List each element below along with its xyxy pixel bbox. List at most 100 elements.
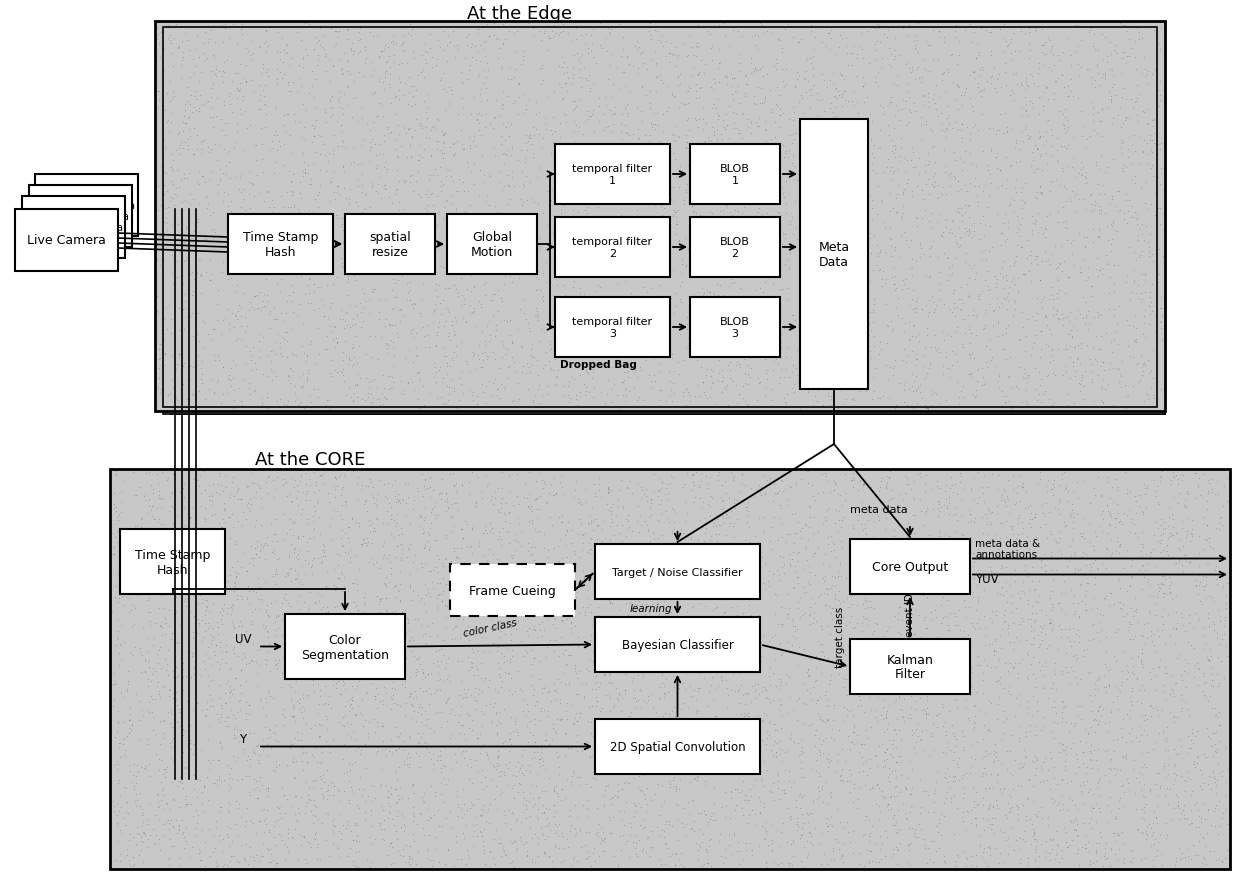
Point — [399, 543, 419, 557]
Point — [205, 574, 224, 588]
Point — [523, 623, 543, 637]
Point — [660, 364, 680, 378]
Point — [521, 638, 541, 652]
Point — [413, 64, 433, 78]
Point — [120, 702, 140, 716]
Point — [1112, 90, 1132, 104]
Point — [472, 574, 492, 588]
Point — [1045, 239, 1065, 253]
Point — [704, 288, 724, 302]
Point — [353, 596, 373, 610]
Point — [868, 22, 888, 36]
Point — [472, 491, 492, 505]
Point — [806, 139, 826, 153]
Point — [928, 708, 947, 722]
Point — [281, 176, 301, 190]
Point — [564, 373, 584, 387]
Point — [663, 565, 683, 579]
Point — [224, 384, 244, 398]
Point — [326, 504, 346, 518]
Point — [600, 632, 620, 646]
Point — [232, 652, 252, 667]
Point — [656, 182, 676, 196]
Point — [1050, 313, 1070, 327]
Point — [552, 615, 572, 629]
Point — [770, 697, 790, 711]
Point — [828, 835, 848, 849]
Point — [992, 581, 1012, 595]
Point — [739, 156, 759, 170]
Point — [533, 828, 553, 842]
Point — [376, 391, 396, 405]
Point — [770, 735, 790, 749]
Point — [551, 556, 570, 570]
Point — [852, 160, 872, 174]
Point — [1132, 327, 1152, 341]
Point — [1184, 607, 1204, 621]
Point — [311, 781, 331, 795]
Point — [877, 624, 897, 638]
Point — [1004, 844, 1024, 858]
Point — [1052, 852, 1071, 866]
Point — [878, 797, 898, 811]
Point — [604, 553, 624, 567]
Point — [192, 823, 212, 837]
Point — [686, 92, 706, 106]
Point — [537, 388, 557, 402]
Point — [154, 556, 174, 570]
Point — [507, 76, 527, 90]
Point — [720, 290, 740, 304]
Point — [583, 654, 603, 668]
Point — [1162, 529, 1182, 543]
Point — [329, 572, 348, 586]
Point — [978, 189, 998, 203]
Point — [490, 631, 510, 645]
Point — [525, 493, 544, 507]
Point — [196, 603, 216, 617]
Point — [1123, 246, 1143, 260]
Point — [337, 262, 357, 276]
Point — [1017, 751, 1037, 765]
Point — [656, 481, 676, 495]
Point — [202, 633, 222, 647]
Point — [1104, 361, 1123, 375]
Point — [598, 45, 618, 59]
Point — [341, 702, 361, 716]
Point — [303, 225, 322, 239]
Point — [1018, 583, 1038, 597]
Point — [1198, 485, 1218, 499]
Point — [325, 193, 345, 207]
Point — [1064, 608, 1084, 622]
Point — [1027, 142, 1047, 156]
Point — [329, 571, 348, 585]
Point — [639, 324, 658, 339]
Point — [611, 49, 631, 63]
Point — [156, 167, 176, 181]
Point — [1141, 698, 1161, 712]
Point — [976, 855, 996, 869]
Point — [498, 525, 518, 539]
Point — [1084, 124, 1104, 138]
Point — [190, 270, 210, 284]
Point — [351, 259, 371, 273]
Point — [234, 746, 254, 760]
Point — [691, 807, 711, 821]
Point — [702, 362, 722, 376]
Point — [549, 117, 569, 131]
Point — [184, 667, 203, 681]
Point — [451, 746, 471, 760]
Point — [827, 382, 847, 396]
Point — [904, 374, 924, 389]
Point — [575, 389, 595, 403]
Point — [444, 328, 464, 342]
Point — [342, 210, 362, 225]
Point — [482, 701, 502, 715]
Point — [782, 31, 802, 45]
Point — [811, 339, 831, 353]
Point — [965, 217, 985, 231]
Point — [348, 844, 368, 858]
Point — [529, 106, 549, 120]
Point — [735, 630, 755, 644]
Point — [1137, 481, 1157, 496]
Point — [413, 630, 433, 644]
